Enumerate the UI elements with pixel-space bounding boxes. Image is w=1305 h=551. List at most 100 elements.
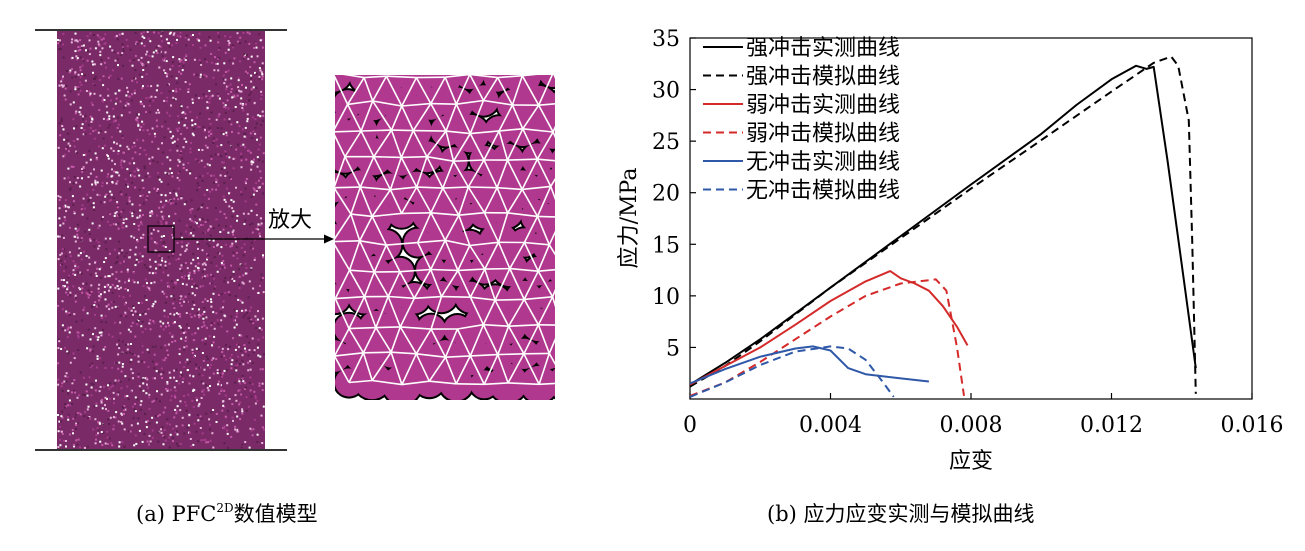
contact-bond: [537, 270, 554, 298]
specimen-speck: [235, 343, 238, 346]
specimen-speck: [206, 172, 209, 175]
specimen-speck: [196, 182, 199, 185]
specimen-speck: [94, 47, 97, 50]
specimen-speck: [60, 117, 63, 120]
specimen-speck: [115, 171, 118, 174]
specimen-speck: [186, 369, 189, 371]
specimen-speck: [74, 240, 77, 243]
specimen-speck: [251, 222, 254, 225]
specimen-speck: [142, 64, 145, 66]
specimen-speck: [65, 291, 68, 294]
contact-bond: [363, 271, 376, 297]
specimen-speck: [222, 306, 224, 309]
specimen-speck: [78, 249, 81, 252]
specimen-speck: [175, 412, 178, 415]
specimen-speck: [154, 271, 157, 274]
specimen-speck: [247, 149, 250, 152]
specimen-speck: [204, 438, 207, 441]
specimen-speck: [109, 416, 112, 419]
specimen-speck: [170, 199, 173, 202]
specimen-speck: [149, 211, 152, 214]
specimen-speck: [119, 332, 122, 335]
specimen-speck: [247, 296, 250, 299]
specimen-speck: [120, 114, 123, 117]
specimen-speck: [203, 268, 206, 271]
specimen-speck: [206, 364, 209, 367]
specimen-speck: [160, 92, 163, 95]
specimen-speck: [149, 162, 152, 165]
specimen-speck: [221, 254, 224, 257]
specimen-speck: [184, 250, 187, 253]
specimen-speck: [161, 377, 163, 379]
specimen-speck: [243, 243, 246, 246]
specimen-speck: [260, 71, 263, 74]
specimen-speck: [63, 260, 66, 263]
specimen-speck: [137, 355, 140, 358]
specimen-speck: [210, 298, 212, 301]
specimen-speck: [181, 245, 184, 248]
specimen-speck: [119, 321, 122, 324]
specimen-speck: [193, 285, 196, 288]
specimen-speck: [199, 285, 202, 288]
specimen-speck: [57, 146, 60, 149]
specimen-speck: [167, 316, 170, 318]
specimen-speck: [99, 385, 102, 388]
specimen-speck: [224, 78, 227, 81]
specimen-speck: [187, 38, 190, 41]
specimen-speck: [168, 371, 171, 374]
specimen-speck: [82, 197, 85, 200]
specimen-speck: [92, 333, 94, 336]
specimen-speck: [76, 233, 79, 236]
specimen-speck: [64, 403, 66, 405]
specimen-speck: [187, 275, 190, 278]
specimen-speck: [160, 373, 163, 376]
specimen-speck: [101, 181, 104, 184]
specimen-speck: [159, 256, 162, 259]
specimen-speck: [202, 382, 205, 385]
specimen-speck: [57, 383, 60, 386]
specimen-speck: [157, 263, 160, 266]
specimen-speck: [157, 431, 160, 434]
specimen-speck: [232, 62, 235, 65]
specimen-speck: [173, 98, 176, 101]
specimen-speck: [71, 195, 74, 198]
specimen-speck: [102, 37, 105, 40]
specimen-speck: [228, 121, 230, 123]
specimen-speck: [146, 440, 149, 443]
specimen-speck: [86, 269, 89, 272]
contact-bond: [538, 268, 555, 272]
specimen-speck: [216, 127, 219, 129]
specimen-speck: [142, 382, 145, 385]
specimen-speck: [154, 345, 157, 348]
specimen-speck: [208, 134, 211, 137]
specimen-speck: [173, 394, 176, 397]
specimen-speck: [228, 156, 231, 159]
specimen-speck: [131, 215, 134, 218]
specimen-speck: [142, 389, 145, 392]
specimen-speck: [177, 445, 180, 447]
specimen-speck: [225, 187, 228, 190]
contact-bond: [521, 158, 539, 190]
specimen-speck: [252, 287, 255, 290]
specimen-speck: [108, 289, 110, 292]
specimen-speck: [160, 35, 163, 38]
specimen-speck: [180, 133, 183, 135]
specimen-speck: [204, 384, 207, 387]
contact-bond: [335, 134, 346, 158]
specimen-speck: [87, 50, 89, 53]
specimen-speck: [226, 382, 229, 385]
specimen-speck: [134, 186, 137, 189]
specimen-speck: [93, 92, 96, 95]
specimen-speck: [118, 441, 121, 444]
specimen-speck: [230, 77, 233, 80]
specimen-speck: [63, 248, 66, 251]
specimen-speck: [117, 379, 120, 382]
contact-bond: [508, 324, 539, 327]
specimen-speck: [208, 36, 211, 39]
specimen-speck: [73, 445, 75, 448]
specimen-speck: [98, 331, 101, 334]
specimen-speck: [198, 403, 201, 406]
specimen-speck: [121, 441, 124, 443]
specimen-speck: [250, 163, 253, 166]
specimen-speck: [97, 43, 100, 46]
